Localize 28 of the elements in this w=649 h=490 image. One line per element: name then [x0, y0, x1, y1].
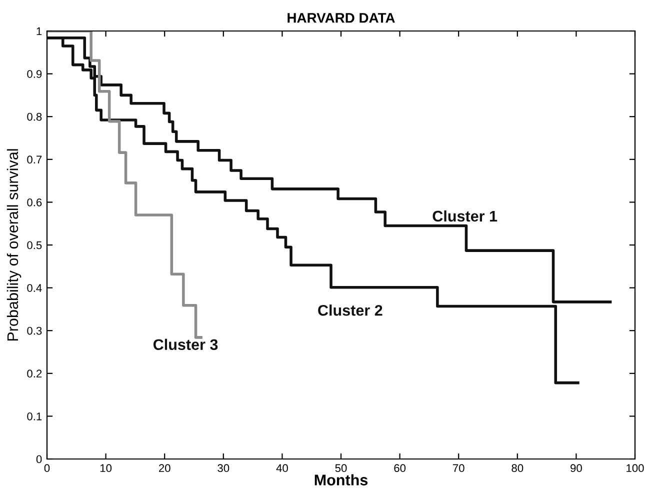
series-label: Cluster 3 — [153, 338, 218, 350]
x-tick-label: 0 — [44, 464, 50, 472]
x-tick-label: 20 — [158, 464, 170, 472]
x-axis-title: Months — [314, 474, 368, 486]
x-tick-label: 70 — [452, 464, 464, 472]
y-tick-label: 0.3 — [27, 326, 42, 335]
y-tick-label: 1 — [36, 27, 42, 36]
x-tick-label: 10 — [100, 464, 112, 472]
y-tick-label: 0 — [36, 455, 42, 464]
y-tick-label: 0.1 — [27, 412, 42, 420]
series-label: Cluster 2 — [318, 304, 382, 316]
y-tick-label: 0.8 — [27, 112, 42, 121]
x-tick-label: 100 — [626, 464, 644, 472]
x-tick-label: 50 — [335, 464, 347, 472]
series-label: Cluster 1 — [432, 210, 498, 222]
y-tick-label: 0.9 — [27, 70, 42, 78]
x-tick-label: 80 — [512, 464, 524, 472]
y-tick-label: 0.5 — [27, 241, 42, 250]
y-tick-label: 0.6 — [27, 198, 42, 206]
x-tick-label: 60 — [394, 464, 406, 472]
x-tick-label: 30 — [218, 464, 230, 472]
y-tick-label: 0.2 — [27, 370, 42, 378]
y-tick-label: 0.4 — [27, 284, 42, 292]
chart-title: HARVARD DATA — [288, 13, 395, 23]
x-tick-label: 90 — [570, 464, 582, 472]
x-tick-label: 40 — [276, 464, 288, 472]
y-tick-label: 0.7 — [27, 156, 42, 164]
y-axis-title: Probability of overall survival — [6, 149, 22, 341]
